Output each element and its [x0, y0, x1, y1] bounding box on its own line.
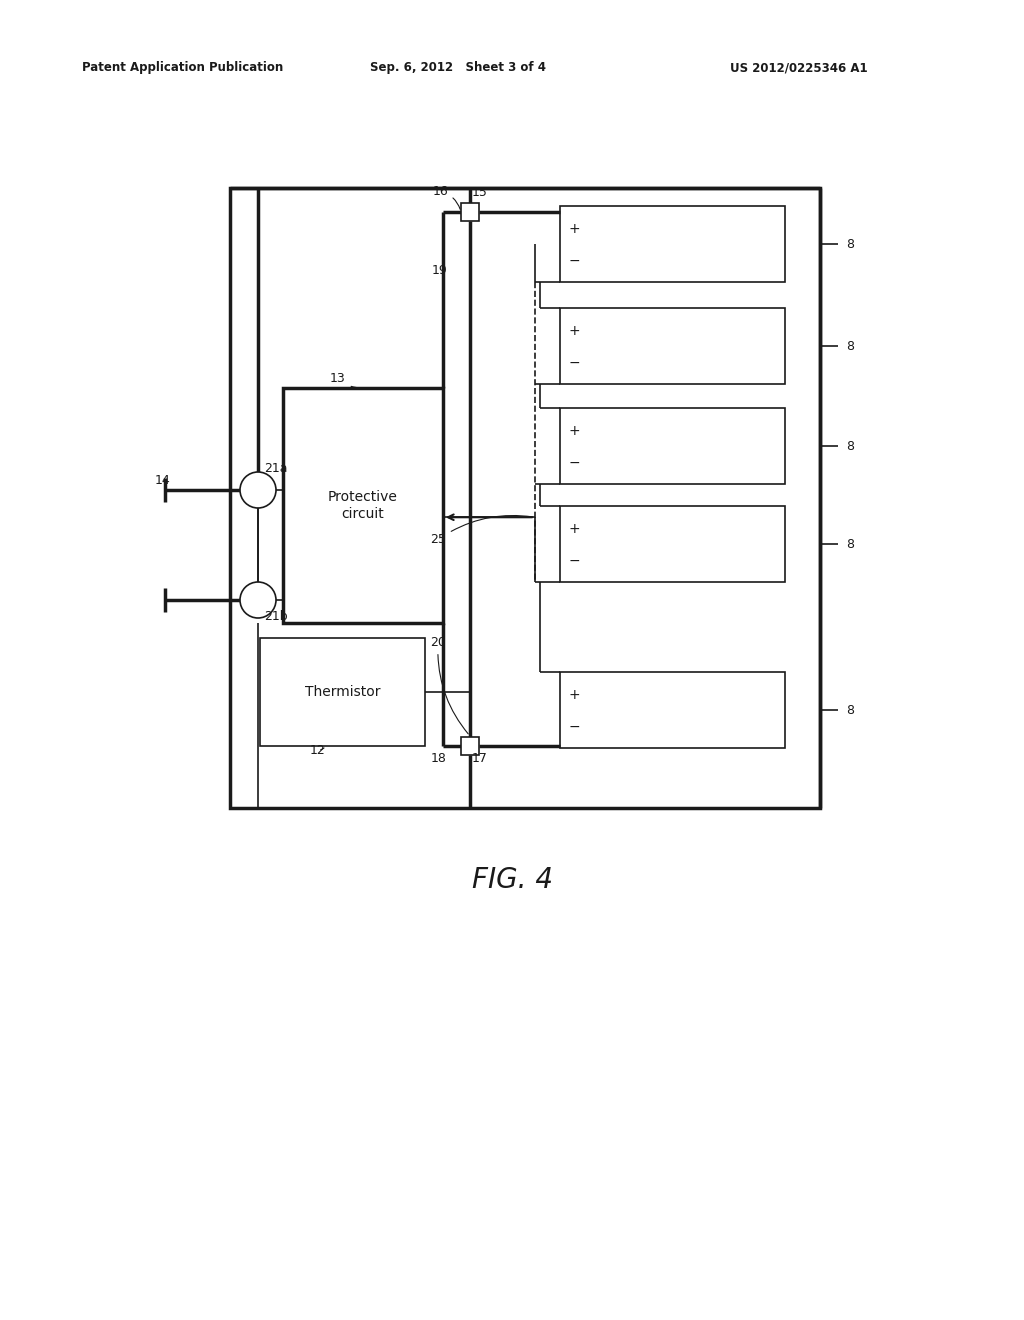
Text: 8: 8: [846, 440, 854, 453]
Text: +: +: [568, 688, 580, 702]
Text: −: −: [568, 253, 580, 268]
Text: 8: 8: [846, 238, 854, 251]
Text: +: +: [568, 222, 580, 236]
Text: −: −: [568, 553, 580, 568]
Text: 8: 8: [846, 339, 854, 352]
Text: 15: 15: [472, 186, 487, 199]
Text: +: +: [568, 521, 580, 536]
Text: 8: 8: [846, 537, 854, 550]
Text: −: −: [568, 719, 580, 734]
Circle shape: [240, 473, 276, 508]
Text: 13: 13: [330, 372, 360, 388]
Text: 25: 25: [430, 516, 532, 546]
Bar: [560, 672, 785, 748]
Bar: [260, 638, 425, 746]
Text: 20: 20: [430, 636, 468, 734]
Bar: [461, 203, 479, 220]
Text: +: +: [568, 323, 580, 338]
Text: −: −: [568, 455, 580, 470]
Circle shape: [240, 582, 276, 618]
Text: 14: 14: [155, 474, 170, 487]
Text: 18: 18: [431, 752, 447, 766]
Bar: [560, 408, 785, 484]
Text: 17: 17: [472, 752, 487, 766]
Text: FIG. 4: FIG. 4: [471, 866, 553, 894]
Text: Thermistor: Thermistor: [305, 685, 380, 700]
Text: 16: 16: [432, 185, 460, 210]
Text: +: +: [568, 424, 580, 438]
Bar: [560, 506, 785, 582]
Bar: [560, 308, 785, 384]
Text: 21a: 21a: [264, 462, 288, 474]
Text: Protective
circuit: Protective circuit: [328, 491, 398, 520]
Text: −: −: [568, 355, 580, 370]
Text: 19: 19: [431, 264, 447, 276]
Text: 8: 8: [846, 704, 854, 717]
Text: US 2012/0225346 A1: US 2012/0225346 A1: [730, 62, 867, 74]
Bar: [560, 206, 785, 282]
Text: 12: 12: [310, 744, 326, 756]
Bar: [461, 737, 479, 755]
Bar: [283, 388, 443, 623]
Text: Sep. 6, 2012   Sheet 3 of 4: Sep. 6, 2012 Sheet 3 of 4: [370, 62, 546, 74]
Bar: [230, 187, 820, 808]
Text: 21b: 21b: [264, 610, 288, 623]
Text: Patent Application Publication: Patent Application Publication: [82, 62, 284, 74]
